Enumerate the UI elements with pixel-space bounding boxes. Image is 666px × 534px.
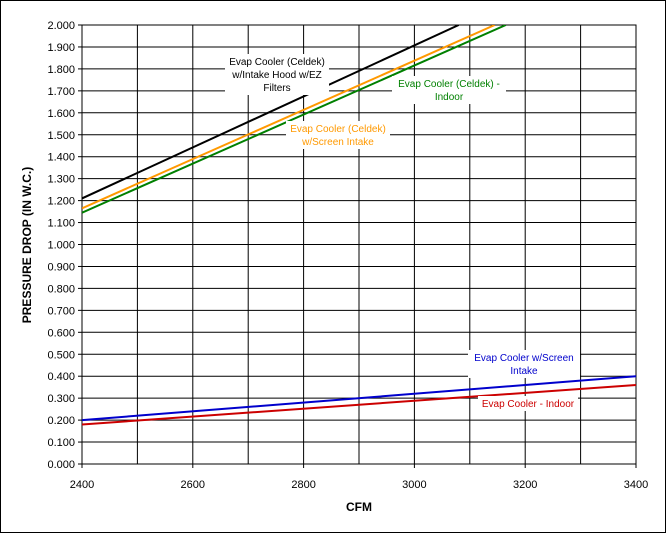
y-tick-label: 1.000 bbox=[47, 240, 75, 252]
series-annotation-label: Indoor bbox=[435, 92, 464, 103]
y-axis-ticks: 0.000 0.100 0.200 0.300 0.400 0.500 0.600 0.700… bbox=[47, 20, 82, 471]
x-tick-label: 2800 bbox=[291, 479, 315, 491]
y-tick-label: 0.800 bbox=[47, 283, 75, 295]
series-annotation-label: Evap Cooler w/Screen bbox=[474, 353, 574, 364]
x-axis-title: CFM bbox=[346, 500, 372, 514]
x-axis-ticks: 2400 2600 2800 3000 3200 3400 bbox=[70, 464, 648, 491]
series-annotation-label: Evap Cooler (Celdek) - bbox=[398, 79, 500, 90]
y-tick-label: 1.900 bbox=[47, 42, 75, 54]
y-tick-label: 0.900 bbox=[47, 261, 75, 273]
y-tick-label: 0.600 bbox=[47, 327, 75, 339]
series-line bbox=[82, 25, 460, 200]
y-tick-label: 1.500 bbox=[47, 130, 75, 142]
y-tick-label: 2.000 bbox=[47, 20, 75, 32]
y-tick-label: 1.100 bbox=[47, 218, 75, 230]
x-tick-label: 3400 bbox=[624, 479, 648, 491]
y-tick-label: 0.500 bbox=[47, 349, 75, 361]
y-tick-label: 1.700 bbox=[47, 86, 75, 98]
y-tick-label: 0.300 bbox=[47, 393, 75, 405]
series-annotation-label: Evap Cooler - Indoor bbox=[482, 399, 575, 410]
x-tick-label: 3000 bbox=[402, 479, 426, 491]
y-tick-label: 1.200 bbox=[47, 196, 75, 208]
series-annotation-label: w/Intake Hood w/EZ bbox=[231, 70, 321, 81]
x-tick-label: 2600 bbox=[181, 479, 205, 491]
series-annotation-label: Evap Cooler (Celdek) bbox=[290, 124, 386, 135]
series-annotations: Evap Cooler (Celdek) w/Intake Hood w/EZ Fi… bbox=[225, 54, 580, 411]
x-tick-label: 3200 bbox=[513, 479, 537, 491]
annotation-box bbox=[478, 396, 578, 411]
series-line bbox=[82, 383, 636, 426]
annotation-box bbox=[392, 76, 506, 104]
y-tick-label: 0.200 bbox=[47, 415, 75, 427]
series-lines bbox=[82, 25, 636, 426]
y-tick-label: 0.700 bbox=[47, 305, 75, 317]
series-annotation-label: Intake bbox=[510, 366, 538, 377]
y-tick-label: 0.000 bbox=[47, 459, 75, 471]
series-annotation-label: Filters bbox=[263, 83, 290, 94]
series-line bbox=[82, 25, 507, 214]
y-tick-label: 1.400 bbox=[47, 152, 75, 164]
x-tick-label: 2400 bbox=[70, 479, 94, 491]
series-annotation-label: w/Screen Intake bbox=[301, 137, 374, 148]
annotation-box bbox=[286, 121, 390, 149]
series-annotation-label: Evap Cooler (Celdek) bbox=[229, 57, 325, 68]
y-tick-label: 1.600 bbox=[47, 108, 75, 120]
annotation-box bbox=[225, 54, 329, 95]
series-line bbox=[82, 25, 496, 210]
y-tick-label: 1.300 bbox=[47, 174, 75, 186]
y-tick-label: 1.800 bbox=[47, 64, 75, 76]
series-line bbox=[82, 375, 636, 422]
y-tick-label: 0.100 bbox=[47, 437, 75, 449]
y-tick-label: 0.400 bbox=[47, 371, 75, 383]
y-axis-title: PRESSURE DROP (IN W.C.) bbox=[20, 167, 34, 323]
annotation-box bbox=[468, 350, 580, 378]
